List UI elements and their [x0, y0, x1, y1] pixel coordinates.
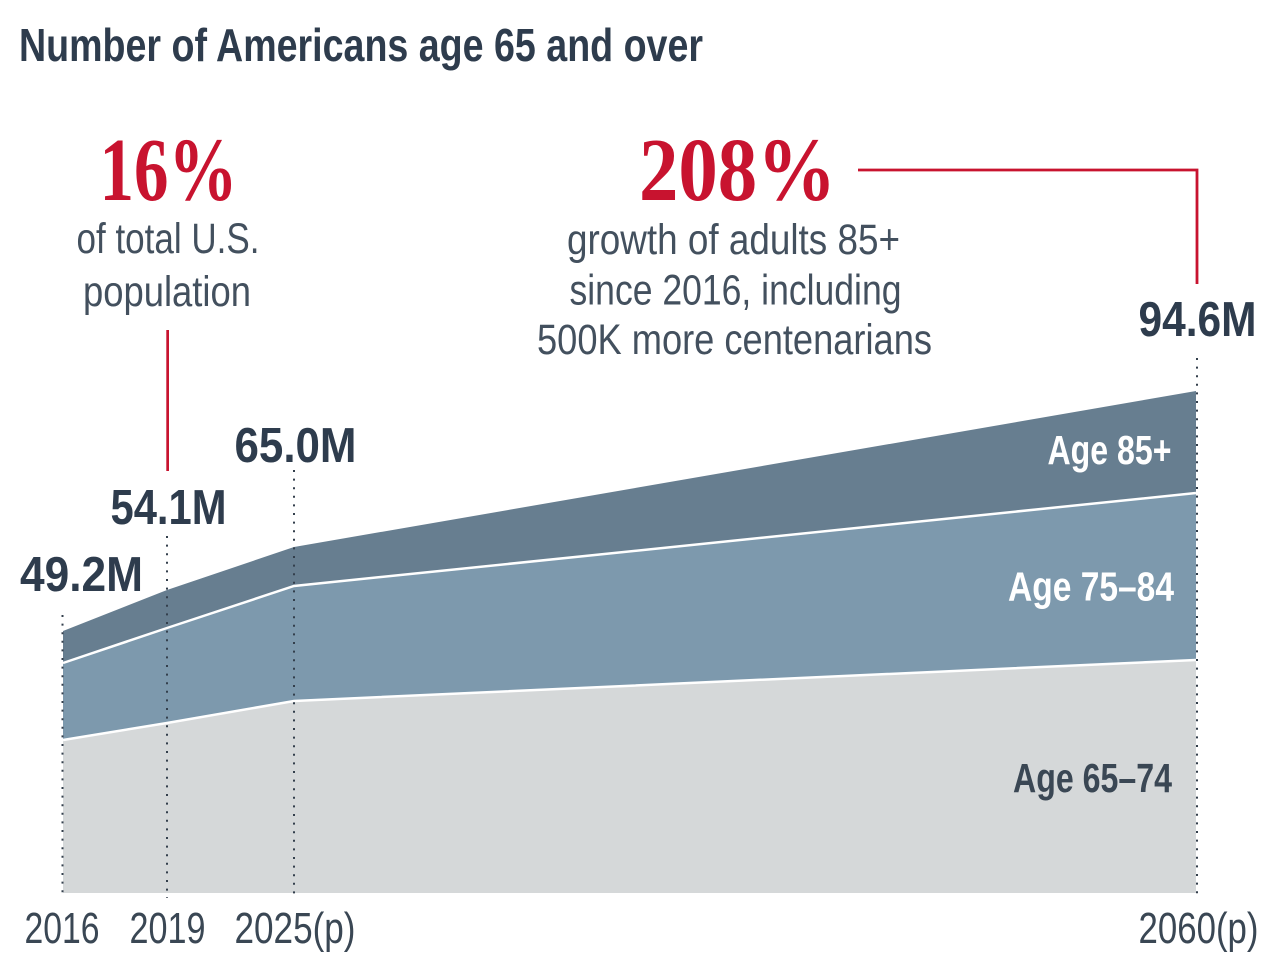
svg-text:Number of Americans age 65 and: Number of Americans age 65 and over [19, 19, 703, 71]
svg-text:54.1M: 54.1M [111, 481, 227, 535]
svg-text:of total U.S.: of total U.S. [77, 215, 260, 263]
svg-text:2016: 2016 [25, 905, 100, 953]
svg-text:2060(p): 2060(p) [1139, 905, 1259, 953]
svg-text:49.2M: 49.2M [20, 548, 143, 602]
svg-text:population: population [83, 268, 251, 316]
svg-text:2025(p): 2025(p) [235, 905, 356, 953]
svg-text:2019: 2019 [130, 905, 206, 953]
svg-text:500K more centenarians: 500K more centenarians [537, 316, 932, 364]
svg-text:65.0M: 65.0M [235, 419, 357, 473]
svg-text:growth of adults 85+: growth of adults 85+ [567, 216, 900, 264]
svg-text:since 2016, including: since 2016, including [570, 267, 902, 315]
svg-text:Age 65–74: Age 65–74 [1013, 755, 1172, 801]
svg-text:94.6M: 94.6M [1139, 293, 1257, 347]
svg-text:16%: 16% [100, 121, 238, 220]
svg-text:Age 75–84: Age 75–84 [1008, 564, 1174, 610]
svg-text:208%: 208% [639, 121, 836, 220]
svg-text:Age 85+: Age 85+ [1048, 427, 1172, 473]
